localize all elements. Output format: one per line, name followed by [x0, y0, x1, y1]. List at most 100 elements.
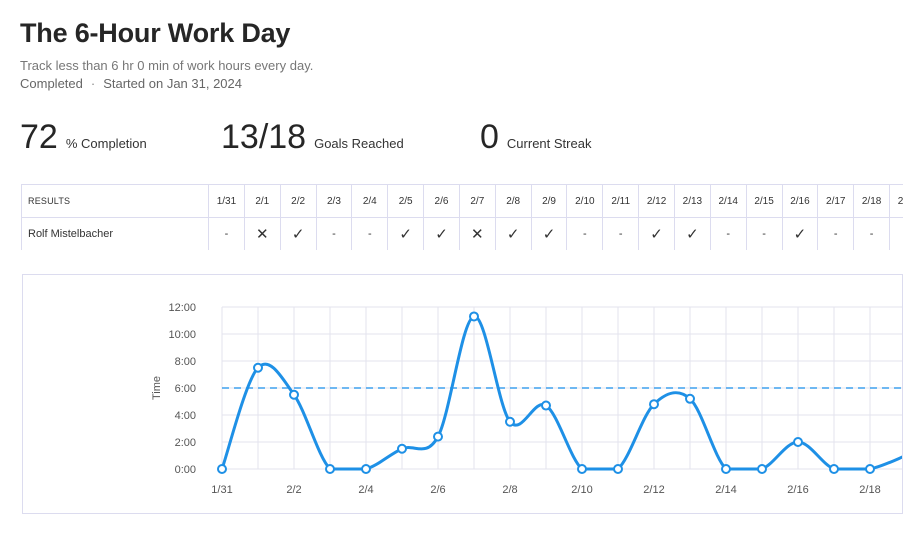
status-text: Completed — [20, 76, 83, 91]
data-point — [721, 464, 731, 474]
x-tick-label: 1/31 — [211, 484, 232, 496]
data-point — [541, 400, 551, 411]
data-point — [433, 431, 443, 442]
x-tick-label: 2/12 — [643, 484, 664, 496]
date-header: 2/17 — [817, 184, 855, 218]
challenge-meta: Completed · Started on Jan 31, 2024 — [20, 76, 242, 91]
goals-label: Goals Reached — [314, 136, 404, 151]
x-tick-label: 2/4 — [358, 484, 373, 496]
time-chart: 0:00 2:00 4:00 6:00 8:00 10:00 12:00 1/31 2/2 2/4… — [22, 274, 903, 514]
date-header: 2/7 — [458, 184, 496, 218]
streak-value: 0 — [480, 118, 499, 156]
data-point — [613, 464, 623, 474]
date-header: 2/16 — [781, 184, 819, 218]
data-point — [253, 362, 263, 373]
data-point — [397, 443, 407, 454]
x-tick-label: 2/14 — [715, 484, 736, 496]
check-icon: ✓ — [673, 217, 711, 250]
page-title: The 6-Hour Work Day — [20, 18, 291, 48]
check-icon: ✓ — [494, 217, 532, 250]
dash-icon: - — [351, 217, 389, 250]
date-header: 2/4 — [351, 184, 389, 218]
data-point — [685, 393, 695, 404]
y-axis-label: Time — [151, 376, 163, 400]
table-row: Rolf Mistelbacher-✕✓--✓✓✕✓✓--✓✓--✓--✓ — [21, 217, 903, 250]
goals-value: 13/18 — [221, 118, 307, 156]
data-point — [649, 399, 659, 410]
check-icon: ✓ — [638, 217, 675, 250]
data-point — [505, 416, 515, 427]
date-header: 2/3 — [315, 184, 353, 218]
date-header: 2/2 — [279, 184, 317, 218]
y-tick-label: 8:00 — [175, 356, 196, 368]
data-point — [829, 464, 839, 474]
data-point — [289, 389, 299, 400]
results-header-row: RESULTS 1/31 2/1 2/2 2/3 2/4 2/5 2/6 2/7 2/8 2/9 2… — [21, 184, 903, 218]
date-header: 2/11 — [602, 184, 640, 218]
date-header: 2/13 — [673, 184, 711, 218]
dash-icon: - — [745, 217, 783, 250]
page-subtitle: Track less than 6 hr 0 min of work hours… — [20, 58, 314, 73]
date-header: 2/1 — [243, 184, 281, 218]
x-tick-label: 2/10 — [571, 484, 592, 496]
start-date-text: Started on Jan 31, 2024 — [103, 76, 242, 91]
cross-icon: ✕ — [243, 217, 281, 250]
dash-icon: - — [315, 217, 353, 250]
data-point — [577, 464, 587, 474]
data-point — [793, 437, 803, 447]
completion-label: % Completion — [65, 136, 147, 151]
meta-separator: · — [90, 76, 96, 91]
y-tick-label: 12:00 — [168, 302, 196, 314]
x-tick-label: 2/16 — [787, 484, 808, 496]
date-header: 2/5 — [387, 184, 425, 218]
date-header: 2/9 — [530, 184, 568, 218]
y-tick-label: 4:00 — [175, 410, 196, 422]
dash-icon: - — [853, 217, 891, 250]
x-tick-label: 2/8 — [502, 484, 517, 496]
y-tick-label: 2:00 — [175, 437, 196, 449]
data-point — [325, 464, 335, 474]
date-header: 2/14 — [709, 184, 747, 218]
dash-icon: - — [709, 217, 747, 250]
participant-name: Rolf Mistelbacher — [21, 217, 209, 250]
y-tick-label: 0:00 — [175, 464, 196, 476]
results-header-label: RESULTS — [21, 184, 209, 218]
check-icon: ✓ — [423, 217, 460, 250]
stat-completion: 72 % Completion — [20, 118, 147, 157]
data-point — [865, 464, 875, 474]
date-header: 2/10 — [566, 184, 604, 218]
check-icon: ✓ — [387, 217, 425, 250]
data-point — [757, 464, 767, 474]
streak-label: Current Streak — [506, 136, 592, 151]
results-table: RESULTS 1/31 2/1 2/2 2/3 2/4 2/5 2/6 2/7 2/8 2/9 2… — [21, 184, 903, 250]
date-header: 2/12 — [638, 184, 675, 218]
x-tick-label: 2/18 — [859, 484, 880, 496]
cross-icon: ✕ — [458, 217, 496, 250]
dash-icon: - — [817, 217, 855, 250]
data-point — [469, 311, 479, 322]
dash-icon: - — [208, 217, 245, 250]
stat-streak: 0 Current Streak — [480, 118, 591, 157]
dash-icon: - — [602, 217, 640, 250]
check-icon: ✓ — [530, 217, 568, 250]
completion-value: 72 — [20, 118, 58, 156]
results-table-container[interactable]: RESULTS 1/31 2/1 2/2 2/3 2/4 2/5 2/6 2/7 2/8 2/9 2… — [21, 184, 903, 250]
date-header: 2/18 — [853, 184, 891, 218]
check-icon: ✓ — [279, 217, 317, 250]
date-header: 2/19 — [889, 184, 903, 218]
dash-icon: - — [566, 217, 604, 250]
check-icon: ✓ — [889, 217, 903, 250]
y-tick-label: 6:00 — [175, 383, 196, 395]
line-chart-svg: 0:00 2:00 4:00 6:00 8:00 10:00 12:00 1/31 2/2 2/4… — [151, 302, 902, 496]
y-tick-label: 10:00 — [168, 329, 196, 341]
x-tick-label: 2/6 — [430, 484, 445, 496]
date-header: 1/31 — [208, 184, 245, 218]
stat-goals: 13/18 Goals Reached — [221, 118, 404, 157]
x-tick-label: 2/2 — [286, 484, 301, 496]
data-point — [361, 464, 371, 474]
check-icon: ✓ — [781, 217, 819, 250]
date-header: 2/6 — [423, 184, 460, 218]
date-header: 2/8 — [494, 184, 532, 218]
data-point — [217, 464, 227, 474]
date-header: 2/15 — [745, 184, 783, 218]
